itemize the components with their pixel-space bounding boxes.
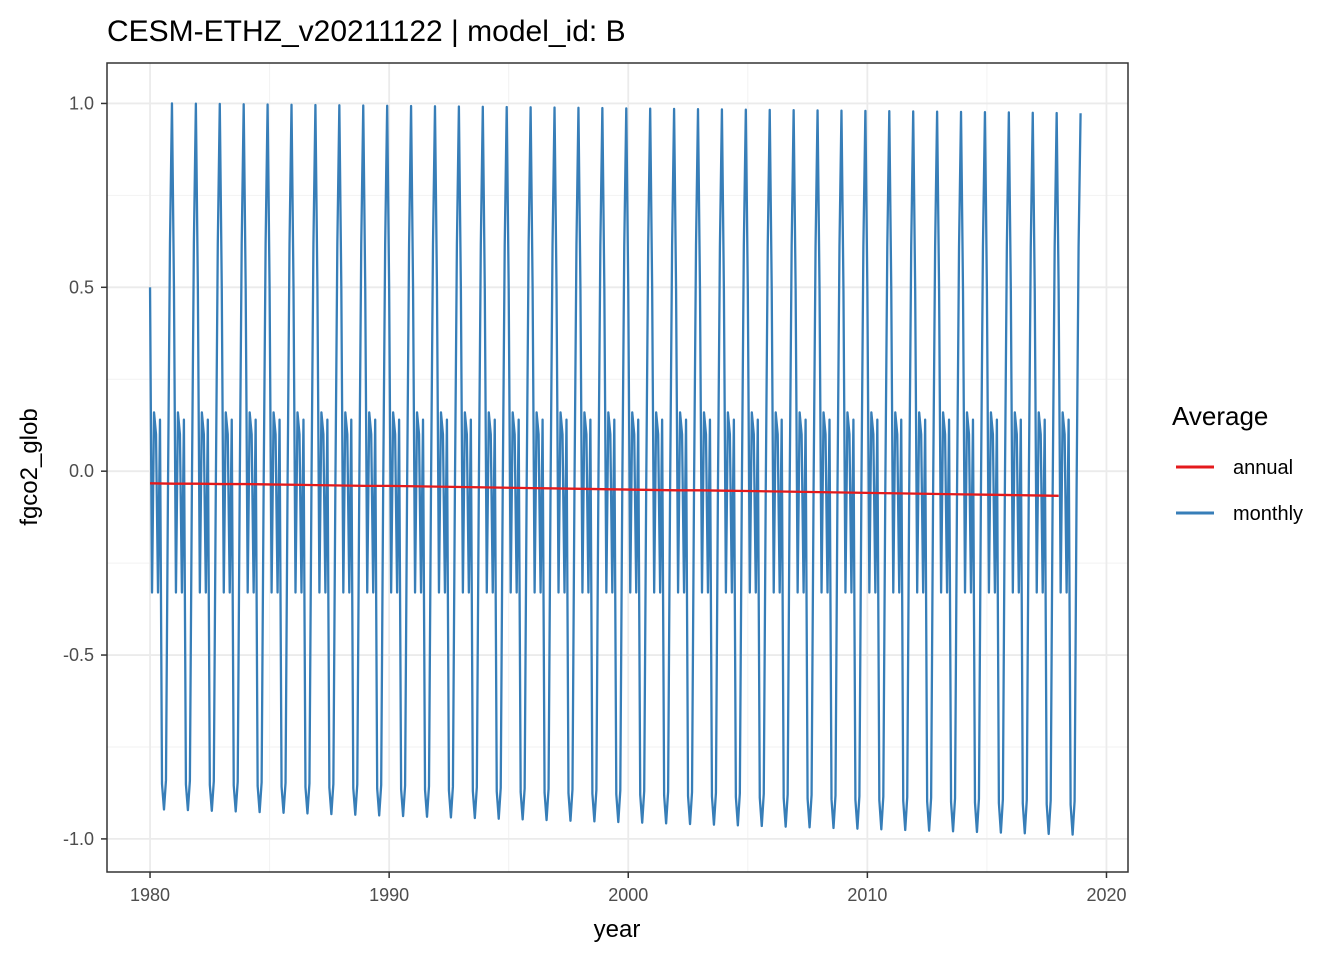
x-axis-title: year (594, 916, 641, 943)
x-tick-label: 1990 (369, 885, 409, 905)
x-tick-label: 2020 (1086, 885, 1126, 905)
y-tick-label: 0.0 (69, 461, 94, 481)
series-line-annual (150, 482, 1059, 497)
x-tick-label: 2010 (847, 885, 887, 905)
plot-panel-border (106, 62, 1129, 873)
x-tick-label: 1980 (130, 885, 170, 905)
legend-label-monthly: monthly (1233, 503, 1303, 525)
legend-label-annual: annual (1233, 457, 1293, 479)
series-layer (148, 102, 1082, 836)
x-tick-label: 2000 (608, 885, 648, 905)
axis-layer: 1980 1990 2000 2010 2020 1.0 0.5 0.0 -0.5 -1.0 (63, 93, 1127, 905)
legend: Average annual monthly (1172, 401, 1303, 525)
series-line-monthly (148, 102, 1082, 836)
y-tick-label: 1.0 (69, 93, 94, 113)
y-tick-label: -0.5 (63, 645, 94, 665)
y-tick-label: 0.5 (69, 277, 94, 297)
y-tick-label: -1.0 (63, 829, 94, 849)
legend-title: Average (1172, 401, 1268, 431)
chart-title: CESM-ETHZ_v20211122 | model_id: B (107, 15, 626, 48)
y-axis-title: fgco2_glob (16, 408, 43, 525)
